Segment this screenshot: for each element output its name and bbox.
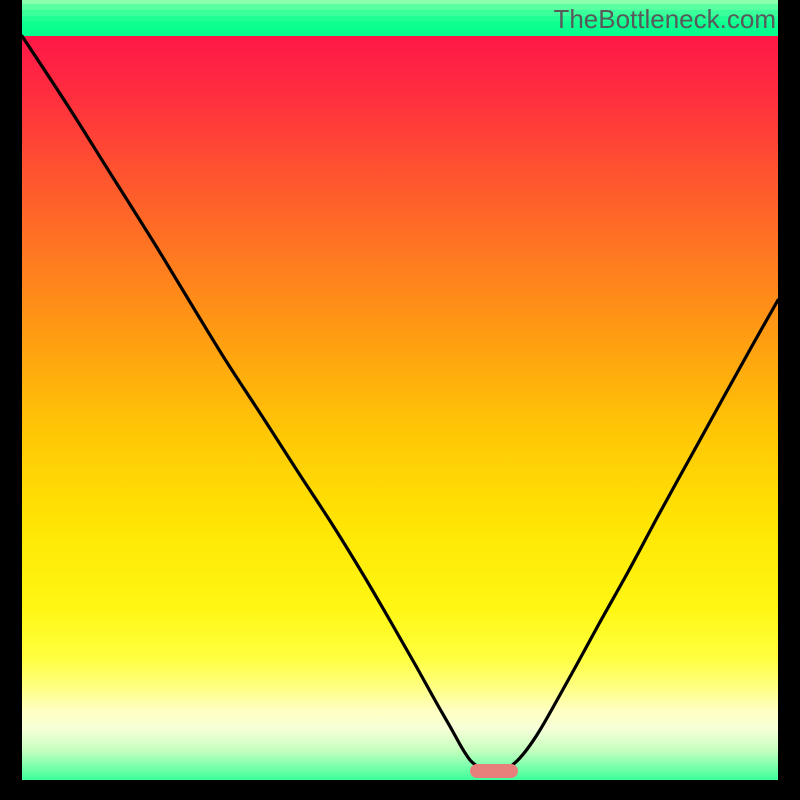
- bottleneck-curve: [22, 36, 778, 771]
- bottleneck-curve-layer: [0, 0, 800, 800]
- optimum-marker: [470, 764, 518, 778]
- chart-frame: TheBottleneck.com: [0, 0, 800, 800]
- watermark-text: TheBottleneck.com: [553, 4, 776, 35]
